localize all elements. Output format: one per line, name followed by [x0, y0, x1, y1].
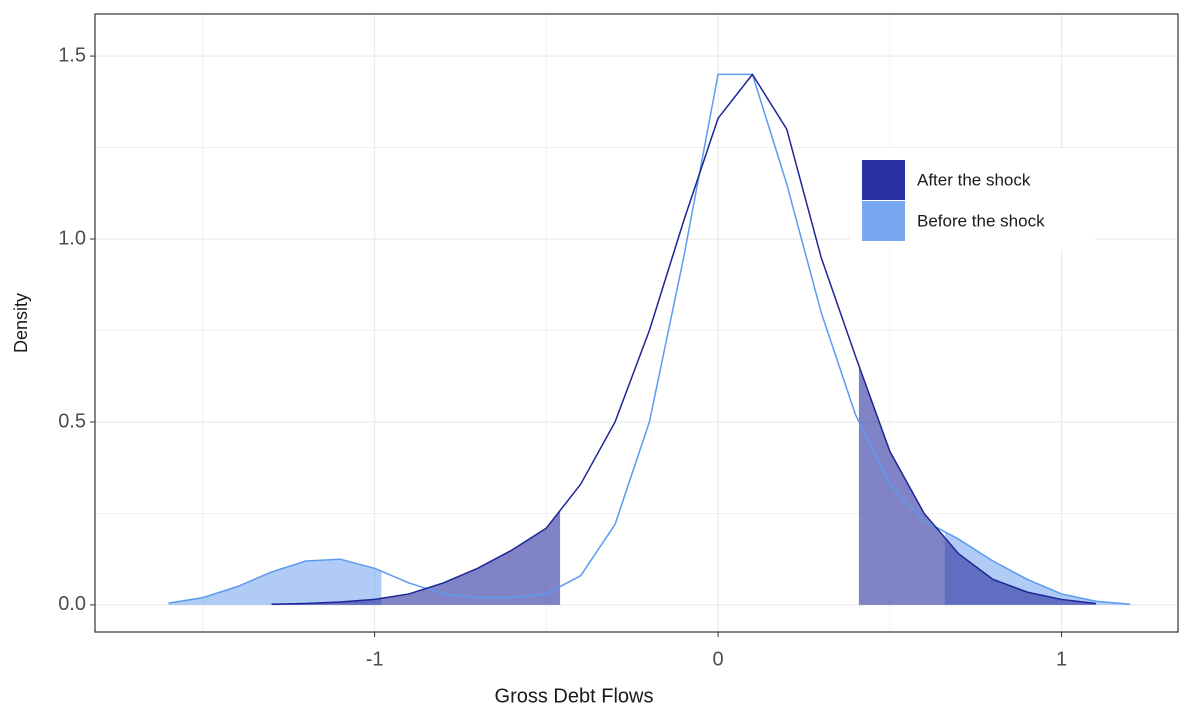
x-axis-title: Gross Debt Flows [495, 685, 654, 707]
y-tick-label: 0.5 [58, 410, 86, 432]
y-axis-title: Density [11, 293, 31, 353]
tail-shade [858, 365, 1096, 605]
x-tick-label: 1 [1056, 648, 1067, 670]
legend: After the shock Before the shock [850, 148, 1095, 250]
legend-label: Before the shock [917, 211, 1045, 230]
y-tick-label: 1.0 [58, 227, 86, 249]
legend-key [862, 201, 905, 241]
x-tick-label: -1 [366, 648, 384, 670]
y-tick-label: 0.0 [58, 593, 86, 615]
legend-label: After the shock [917, 170, 1031, 189]
y-tick-label: 1.5 [58, 44, 86, 66]
density-line [168, 73, 1131, 605]
panel-border [94, 13, 1179, 633]
density-line [271, 73, 1096, 605]
tail-shade [271, 510, 561, 605]
x-tick-label: 0 [713, 648, 724, 670]
tail-shade [168, 559, 382, 605]
legend-key [862, 160, 905, 200]
